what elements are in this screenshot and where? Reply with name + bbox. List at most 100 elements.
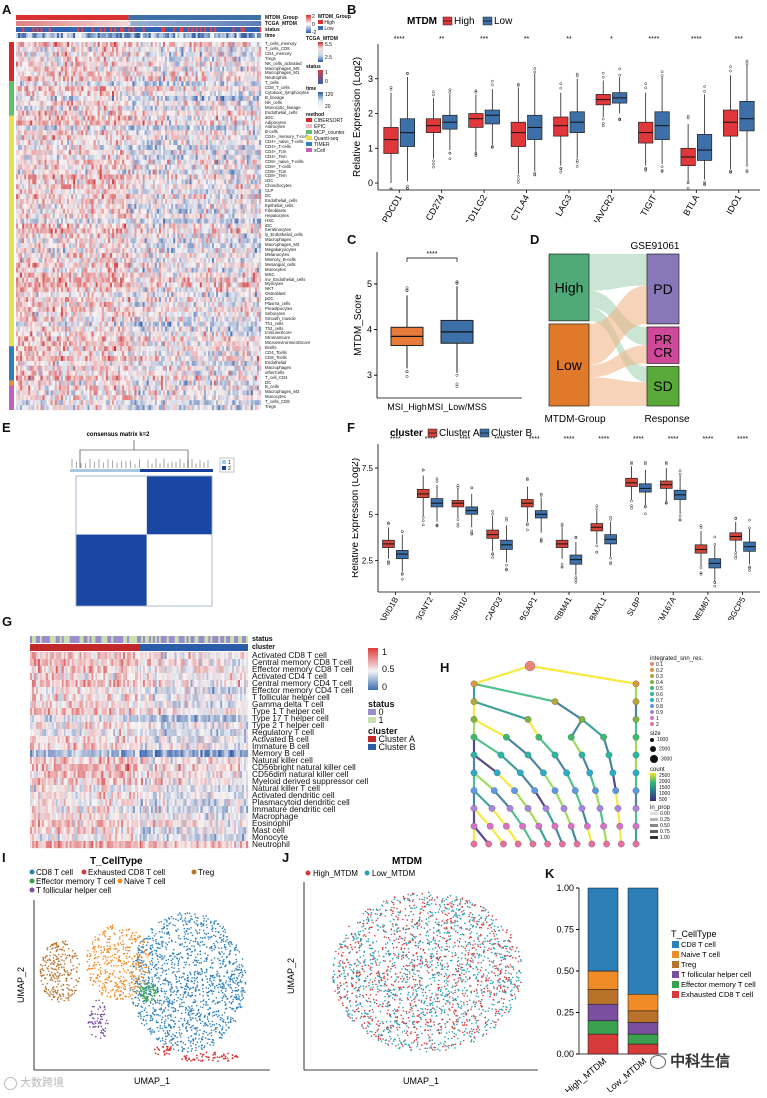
- heatmap-cell: [109, 203, 113, 209]
- heatmap-cell: [18, 42, 21, 48]
- heatmap-cell: [105, 213, 109, 219]
- heatmap-cell: [81, 95, 84, 102]
- heatmap-cell: [177, 105, 180, 111]
- heatmap-cell: [205, 169, 209, 175]
- heatmap-cell: [203, 130, 207, 136]
- heatmap-cell: [65, 223, 68, 229]
- heatmap-cell: [58, 81, 62, 87]
- heatmap-cell: [77, 199, 80, 205]
- heatmap-cell: [193, 81, 196, 87]
- heatmap-cell: [36, 130, 39, 136]
- heatmap-cell: [67, 218, 70, 224]
- heatmap-cell: [79, 130, 82, 136]
- heatmap-cell: [36, 61, 39, 67]
- heatmap-cell: [40, 76, 43, 82]
- heatmap-cell: [95, 130, 98, 136]
- heatmap-cell: [238, 159, 241, 165]
- heatmap-cell: [124, 71, 127, 77]
- heatmap-cell: [91, 95, 94, 102]
- annot-time-cell: [150, 33, 153, 38]
- heatmap-cell: [144, 194, 147, 200]
- heatmap-cell: [99, 218, 102, 224]
- heatmap-cell: [62, 169, 66, 175]
- heatmap-cell: [171, 223, 174, 229]
- heatmap-cell: [207, 51, 211, 57]
- heatmap-cell: [195, 81, 198, 87]
- heatmap-cell: [67, 159, 70, 165]
- heatmap-cell: [189, 46, 192, 52]
- heatmap-cell: [138, 56, 141, 62]
- heatmap-cell: [105, 164, 109, 170]
- heatmap-cell: [128, 95, 131, 102]
- heatmap-cell: [207, 66, 211, 72]
- heatmap-cell: [103, 179, 106, 185]
- heatmap-cell: [169, 149, 172, 156]
- heatmap-cell: [85, 120, 88, 126]
- heatmap-cell: [171, 46, 174, 52]
- heatmap-cell: [97, 81, 100, 87]
- heatmap-cell: [256, 110, 260, 116]
- heatmap-cell: [258, 174, 262, 180]
- heatmap-cell: [83, 154, 86, 160]
- heatmap-cell: [250, 42, 253, 48]
- heatmap-cell: [203, 154, 207, 160]
- heatmap-cell: [130, 169, 133, 175]
- heatmap-cell: [75, 159, 78, 165]
- heatmap-cell: [154, 174, 158, 180]
- heatmap-cell: [105, 194, 109, 200]
- heatmap-cell: [132, 110, 135, 116]
- heatmap-cell: [256, 46, 260, 52]
- heatmap-cell: [179, 81, 182, 87]
- heatmap-cell: [163, 208, 166, 214]
- heatmap-cell: [54, 125, 57, 131]
- heatmap-cell: [128, 154, 131, 160]
- heatmap-cell: [165, 145, 168, 151]
- heatmap-cell: [216, 208, 219, 214]
- heatmap-cell: [222, 61, 225, 67]
- heatmap-cell: [144, 140, 147, 146]
- heatmap-cell: [111, 145, 115, 151]
- heatmap-cell: [111, 42, 115, 48]
- heatmap-cell: [26, 91, 29, 97]
- heatmap-cell: [254, 120, 258, 126]
- annot-time-cell: [89, 33, 92, 38]
- heatmap-cell: [222, 100, 225, 106]
- heatmap-cell: [222, 174, 225, 180]
- heatmap-cell: [95, 184, 98, 190]
- heatmap-cell: [181, 76, 184, 82]
- heatmap-cell: [222, 203, 225, 209]
- heatmap-cell: [144, 81, 147, 87]
- annot-tcga-cell: [250, 21, 254, 26]
- heatmap-cell: [103, 42, 106, 48]
- heatmap-cell: [103, 105, 106, 111]
- heatmap-cell: [28, 194, 31, 200]
- heatmap-cell: [77, 86, 80, 92]
- heatmap-cell: [224, 199, 227, 205]
- heatmap-cell: [22, 110, 25, 116]
- heatmap-cell: [203, 208, 207, 214]
- heatmap-cell: [220, 61, 223, 67]
- heatmap-cell: [91, 91, 94, 97]
- heatmap-cell: [69, 100, 72, 106]
- heatmap-cell: [44, 145, 47, 151]
- heatmap-cell: [146, 145, 149, 151]
- heatmap-cell: [209, 56, 213, 62]
- heatmap-cell: [132, 149, 135, 156]
- heatmap-cell: [124, 51, 127, 57]
- annot-time-cell: [181, 33, 184, 38]
- annot-tcga-cell: [18, 21, 21, 26]
- heatmap-cell: [122, 76, 125, 82]
- heatmap-cell: [30, 164, 33, 170]
- heatmap-cell: [97, 159, 100, 165]
- heatmap-cell: [111, 95, 115, 102]
- heatmap-cell: [195, 66, 198, 72]
- heatmap-cell: [252, 140, 256, 146]
- heatmap-cell: [254, 42, 258, 48]
- heatmap-cell: [158, 81, 162, 87]
- heatmap-cell: [148, 135, 151, 141]
- heatmap-cell: [163, 130, 166, 136]
- heatmap-cell: [97, 91, 100, 97]
- heatmap-cell: [230, 194, 233, 200]
- heatmap-cell: [122, 130, 125, 136]
- annot-time-cell: [20, 33, 23, 38]
